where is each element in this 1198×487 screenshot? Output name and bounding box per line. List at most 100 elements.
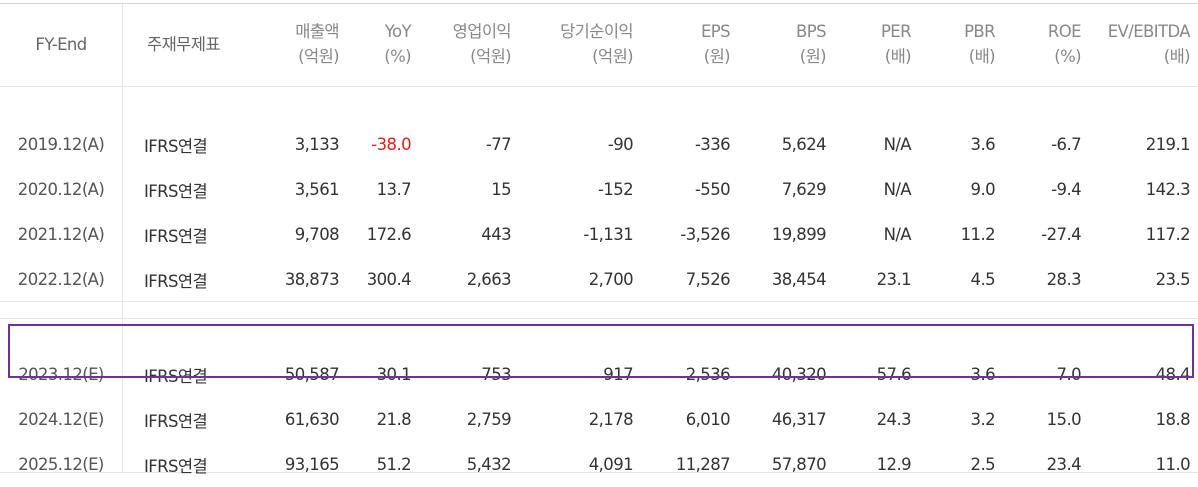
cell-ev-ebitda: 18.8: [1155, 410, 1191, 429]
cell-operating-income: 2,663: [466, 270, 512, 289]
cell-revenue: 3,561: [294, 180, 340, 199]
cell-bps: 57,870: [771, 455, 827, 474]
cell-bps: 7,629: [781, 180, 827, 199]
cell-eps: -336: [694, 135, 731, 154]
cell-revenue: 93,165: [284, 455, 340, 474]
header-bps: BPS (원): [796, 22, 827, 66]
cell-operating-income: 5,432: [466, 455, 512, 474]
cell-fy-end: 2022.12(A): [17, 270, 105, 289]
header-ev-ebitda: EV/EBITDA (배): [1107, 22, 1191, 66]
cell-fy-end: 2024.12(E): [18, 410, 104, 429]
cell-per: N/A: [883, 135, 912, 154]
cell-fy-end: 2023.12(E): [18, 365, 104, 384]
cell-bps: 46,317: [771, 410, 827, 429]
cell-operating-income: 753: [481, 365, 511, 384]
cell-yoy: 300.4: [366, 270, 412, 289]
table-bottom-border: [0, 472, 1198, 473]
cell-pbr: 4.5: [970, 270, 996, 289]
cell-operating-income: 443: [481, 225, 511, 244]
header-per: PER (배): [880, 22, 912, 66]
cell-fy-end: 2021.12(A): [17, 225, 105, 244]
cell-main-statement: IFRS연결: [144, 456, 208, 476]
cell-per: 57.6: [876, 365, 912, 384]
cell-pbr: 3.6: [970, 365, 996, 384]
header-main-statement: 주재무제표: [147, 34, 221, 54]
cell-pbr: 9.0: [970, 180, 996, 199]
header-roe: ROE (%): [1047, 22, 1082, 66]
cell-yoy: 21.8: [376, 410, 412, 429]
header-fy-end: FY-End: [35, 34, 87, 54]
cell-revenue: 50,587: [284, 365, 340, 384]
cell-fy-end: 2020.12(A): [17, 180, 105, 199]
cell-fy-end: 2025.12(E): [18, 455, 104, 474]
cell-main-statement: IFRS연결: [144, 226, 208, 246]
cell-main-statement: IFRS연결: [144, 181, 208, 201]
table-row: 2019.12(A) IFRS연결 3,133 -38.0 -77 -90 -3…: [0, 122, 1198, 167]
cell-bps: 40,320: [771, 365, 827, 384]
cell-net-income: -152: [597, 180, 634, 199]
cell-per: 24.3: [876, 410, 912, 429]
cell-per: N/A: [883, 180, 912, 199]
cell-operating-income: 2,759: [466, 410, 512, 429]
cell-per: N/A: [883, 225, 912, 244]
cell-roe: 28.3: [1046, 270, 1082, 289]
table-row: 2020.12(A) IFRS연결 3,561 13.7 15 -152 -55…: [0, 167, 1198, 212]
cell-bps: 38,454: [771, 270, 827, 289]
header-yoy: YoY (%): [384, 22, 411, 66]
header-net-income: 당기순이익 (억원): [560, 22, 634, 66]
cell-net-income: -1,131: [583, 225, 633, 244]
cell-ev-ebitda: 23.5: [1155, 270, 1191, 289]
header-row: FY-End 주재무제표 매출액 (억원) YoY (%) 영업이익 (억원) 당기순…: [0, 0, 1198, 88]
cell-main-statement: IFRS연결: [144, 411, 208, 431]
cell-yoy: 30.1: [376, 365, 412, 384]
cell-revenue: 38,873: [284, 270, 340, 289]
cell-yoy: 13.7: [376, 180, 412, 199]
header-pbr: PBR (배): [964, 22, 996, 66]
cell-ev-ebitda: 117.2: [1145, 225, 1191, 244]
spacer-row: [0, 88, 1198, 122]
cell-main-statement: IFRS연결: [144, 271, 208, 291]
cell-fy-end: 2019.12(A): [17, 135, 105, 154]
header-divider: [0, 86, 1198, 87]
cell-yoy: 51.2: [376, 455, 412, 474]
cell-yoy: -38.0: [371, 135, 411, 154]
cell-net-income: -90: [607, 135, 634, 154]
table-row: 2025.12(E) IFRS연결 93,165 51.2 5,432 4,09…: [0, 442, 1198, 487]
cell-eps: -550: [694, 180, 731, 199]
cell-operating-income: -77: [485, 135, 512, 154]
cell-revenue: 9,708: [294, 225, 340, 244]
cell-bps: 19,899: [771, 225, 827, 244]
cell-pbr: 3.2: [970, 410, 996, 429]
table-row: 2021.12(A) IFRS연결 9,708 172.6 443 -1,131…: [0, 212, 1198, 257]
cell-ev-ebitda: 219.1: [1145, 135, 1191, 154]
cell-net-income: 2,700: [588, 270, 634, 289]
cell-main-statement: IFRS연결: [144, 136, 208, 156]
header-operating-income: 영업이익 (억원): [452, 22, 512, 66]
cell-revenue: 3,133: [294, 135, 340, 154]
cell-pbr: 11.2: [960, 225, 996, 244]
cell-yoy: 172.6: [366, 225, 412, 244]
cell-roe: -6.7: [1051, 135, 1081, 154]
cell-ev-ebitda: 142.3: [1145, 180, 1191, 199]
cell-eps: 11,287: [675, 455, 731, 474]
header-eps: EPS (원): [700, 22, 731, 66]
column-divider: [122, 4, 123, 473]
cell-roe: -9.4: [1051, 180, 1081, 199]
cell-per: 12.9: [876, 455, 912, 474]
table-row: 2022.12(A) IFRS연결 38,873 300.4 2,663 2,7…: [0, 257, 1198, 302]
table-top-border: [0, 3, 1198, 4]
cell-roe: -27.4: [1041, 225, 1081, 244]
section-divider-bottom: [0, 318, 1198, 319]
cell-eps: 7,526: [685, 270, 731, 289]
cell-roe: 7.0: [1056, 365, 1082, 384]
cell-net-income: 917: [603, 365, 633, 384]
cell-bps: 5,624: [781, 135, 827, 154]
cell-roe: 15.0: [1046, 410, 1082, 429]
section-divider-top: [0, 301, 1198, 302]
cell-ev-ebitda: 48.4: [1155, 365, 1191, 384]
cell-operating-income: 15: [491, 180, 511, 199]
cell-eps: -3,526: [680, 225, 730, 244]
estimate-highlight-box: [8, 324, 1194, 378]
cell-per: 23.1: [876, 270, 912, 289]
